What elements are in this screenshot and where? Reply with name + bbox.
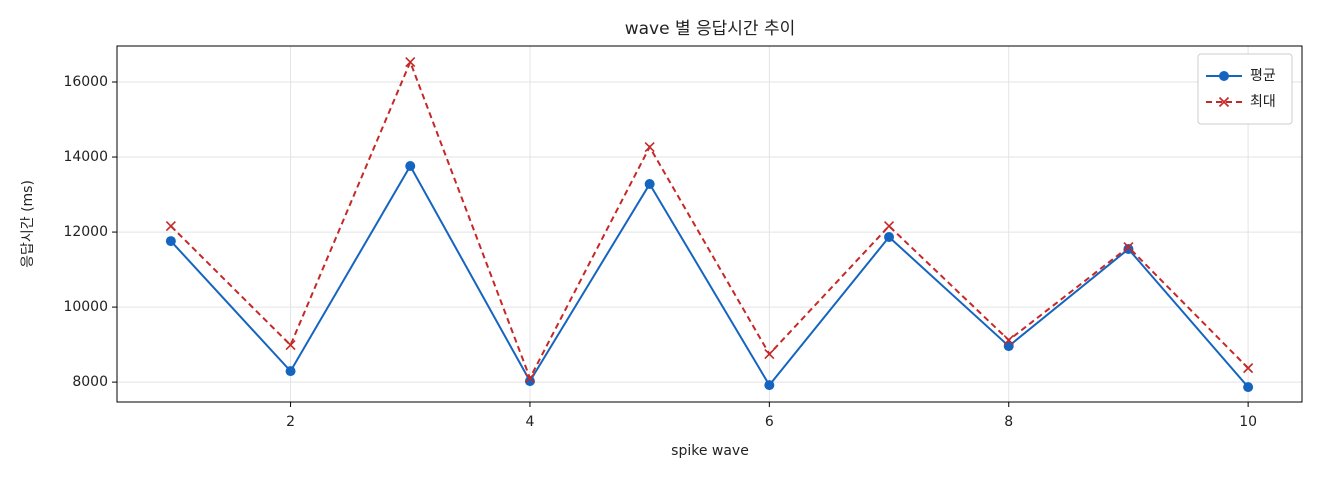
chart-title: wave 별 응답시간 추이 [625,19,796,39]
legend-label: 최대 [1250,94,1276,110]
marker [285,366,296,377]
y-tick-label: 12000 [63,224,108,240]
marker [1218,96,1230,108]
marker [1219,71,1229,81]
marker [884,232,895,243]
y-axis-label: 응답시간 (ms) [20,180,36,268]
marker [764,349,775,360]
x-tick-label: 2 [286,414,295,430]
legend-label: 평균 [1250,68,1276,84]
series-line [170,164,1249,388]
marker [524,376,535,387]
marker [165,220,176,232]
x-tick-label: 8 [1004,414,1013,430]
marker [285,340,296,351]
x-tick-label: 10 [1239,414,1257,430]
series-line [170,59,1249,381]
marker [1123,244,1134,255]
x-axis-label: spike wave [671,443,749,459]
marker [1003,335,1014,346]
marker [165,236,176,247]
marker [524,373,536,384]
marker [764,380,775,391]
x-tick-label: 4 [525,414,534,430]
legend-box [1197,53,1293,125]
y-tick-label: 10000 [63,299,108,315]
plot-frame [116,45,1303,403]
marker [405,56,416,68]
x-tick-label: 6 [765,414,774,430]
marker [644,141,655,153]
marker [1123,242,1134,253]
y-tick-label: 14000 [63,149,108,165]
y-tick-label: 16000 [63,74,108,90]
marker [644,179,655,190]
marker [1243,382,1254,393]
marker [1243,363,1254,374]
y-tick-label: 8000 [72,374,108,390]
marker [405,161,416,172]
marker [883,220,895,232]
